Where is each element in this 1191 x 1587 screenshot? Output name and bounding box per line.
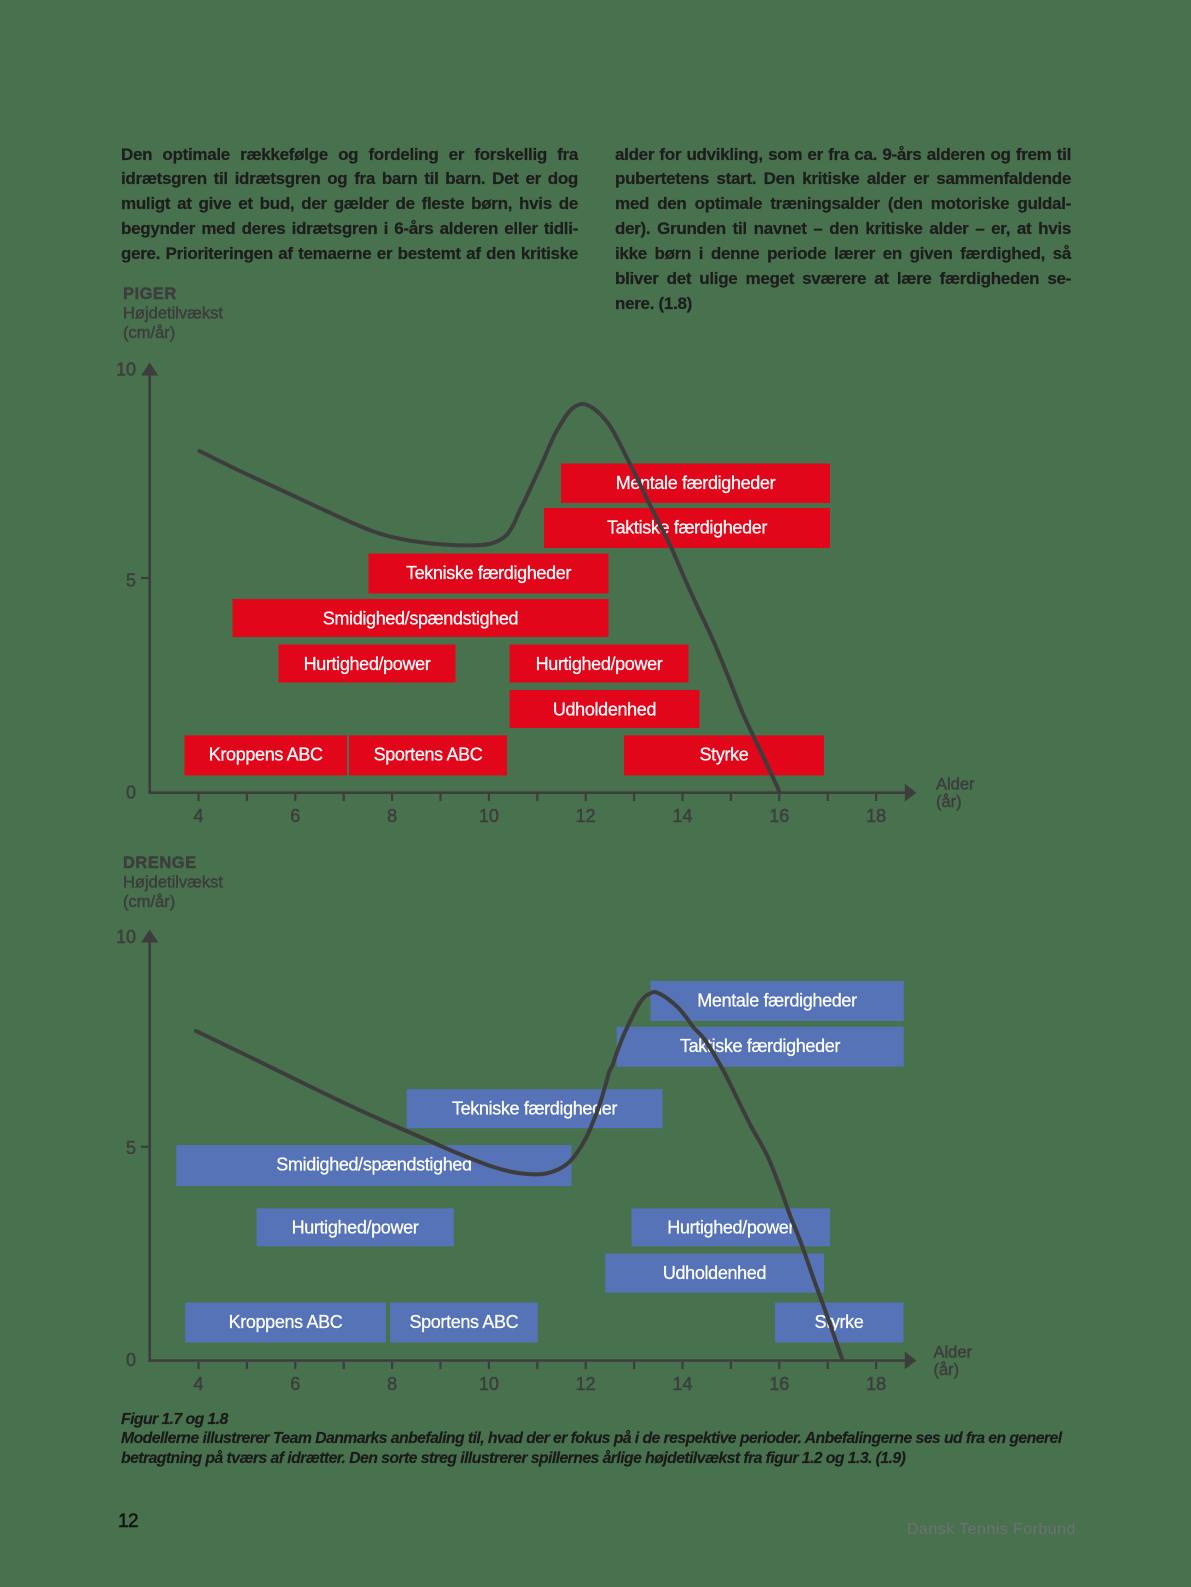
svg-text:10: 10 xyxy=(116,927,136,947)
svg-text:Udholdenhed: Udholdenhed xyxy=(553,699,656,719)
svg-text:10: 10 xyxy=(116,360,136,380)
svg-text:Højdetilvækst: Højdetilvækst xyxy=(123,874,223,892)
svg-text:0: 0 xyxy=(126,783,136,803)
svg-text:Højdetilvækst: Højdetilvækst xyxy=(123,305,223,323)
svg-text:(år): (år) xyxy=(936,793,962,811)
svg-text:Kroppens ABC: Kroppens ABC xyxy=(229,1312,343,1332)
svg-text:14: 14 xyxy=(672,806,692,826)
svg-text:Hurtighed/power: Hurtighed/power xyxy=(536,654,663,674)
svg-text:Mentale færdigheder: Mentale færdigheder xyxy=(697,990,857,1010)
svg-text:10: 10 xyxy=(479,806,499,826)
svg-text:Styrke: Styrke xyxy=(700,745,749,765)
svg-text:PIGER: PIGER xyxy=(123,285,177,303)
svg-text:4: 4 xyxy=(193,1374,203,1394)
svg-text:Taktiske færdigheder: Taktiske færdigheder xyxy=(680,1036,840,1056)
svg-text:Smidighed/spændstighed: Smidighed/spændstighed xyxy=(276,1154,471,1174)
svg-text:4: 4 xyxy=(193,806,203,826)
svg-text:(år): (år) xyxy=(934,1361,960,1379)
svg-text:(cm/år): (cm/år) xyxy=(123,324,175,342)
svg-text:Hurtighed/power: Hurtighed/power xyxy=(304,654,431,674)
svg-text:10: 10 xyxy=(479,1374,499,1394)
svg-text:Tekniske færdigheder: Tekniske færdigheder xyxy=(406,563,571,583)
svg-text:8: 8 xyxy=(387,806,397,826)
svg-text:5: 5 xyxy=(126,571,136,591)
svg-text:DRENGE: DRENGE xyxy=(123,854,197,872)
svg-text:Udholdenhed: Udholdenhed xyxy=(663,1263,766,1283)
svg-text:18: 18 xyxy=(866,1374,886,1394)
svg-text:12: 12 xyxy=(576,1374,596,1394)
svg-text:8: 8 xyxy=(387,1374,397,1394)
svg-text:Hurtighed/power: Hurtighed/power xyxy=(292,1218,419,1238)
svg-text:Taktiske færdigheder: Taktiske færdigheder xyxy=(607,517,767,537)
svg-text:Hurtighed/power: Hurtighed/power xyxy=(667,1218,794,1238)
svg-text:16: 16 xyxy=(769,806,789,826)
svg-text:6: 6 xyxy=(290,1374,300,1394)
svg-text:Sportens ABC: Sportens ABC xyxy=(409,1312,518,1332)
svg-text:Smidighed/spændstighed: Smidighed/spændstighed xyxy=(323,608,518,628)
svg-text:Mentale færdigheder: Mentale færdigheder xyxy=(616,473,776,493)
svg-text:12: 12 xyxy=(576,806,596,826)
svg-text:5: 5 xyxy=(126,1138,136,1158)
svg-text:16: 16 xyxy=(769,1374,789,1394)
svg-text:Styrke: Styrke xyxy=(815,1312,864,1332)
svg-text:Alder: Alder xyxy=(936,776,975,794)
svg-text:14: 14 xyxy=(672,1374,692,1394)
svg-text:Alder: Alder xyxy=(934,1344,973,1362)
svg-text:18: 18 xyxy=(866,806,886,826)
svg-text:6: 6 xyxy=(290,806,300,826)
svg-text:Sportens ABC: Sportens ABC xyxy=(374,745,483,765)
svg-text:Kroppens ABC: Kroppens ABC xyxy=(209,745,323,765)
svg-text:Tekniske færdigheder: Tekniske færdigheder xyxy=(452,1099,617,1119)
svg-text:0: 0 xyxy=(126,1350,136,1370)
svg-text:(cm/år): (cm/år) xyxy=(123,893,175,911)
